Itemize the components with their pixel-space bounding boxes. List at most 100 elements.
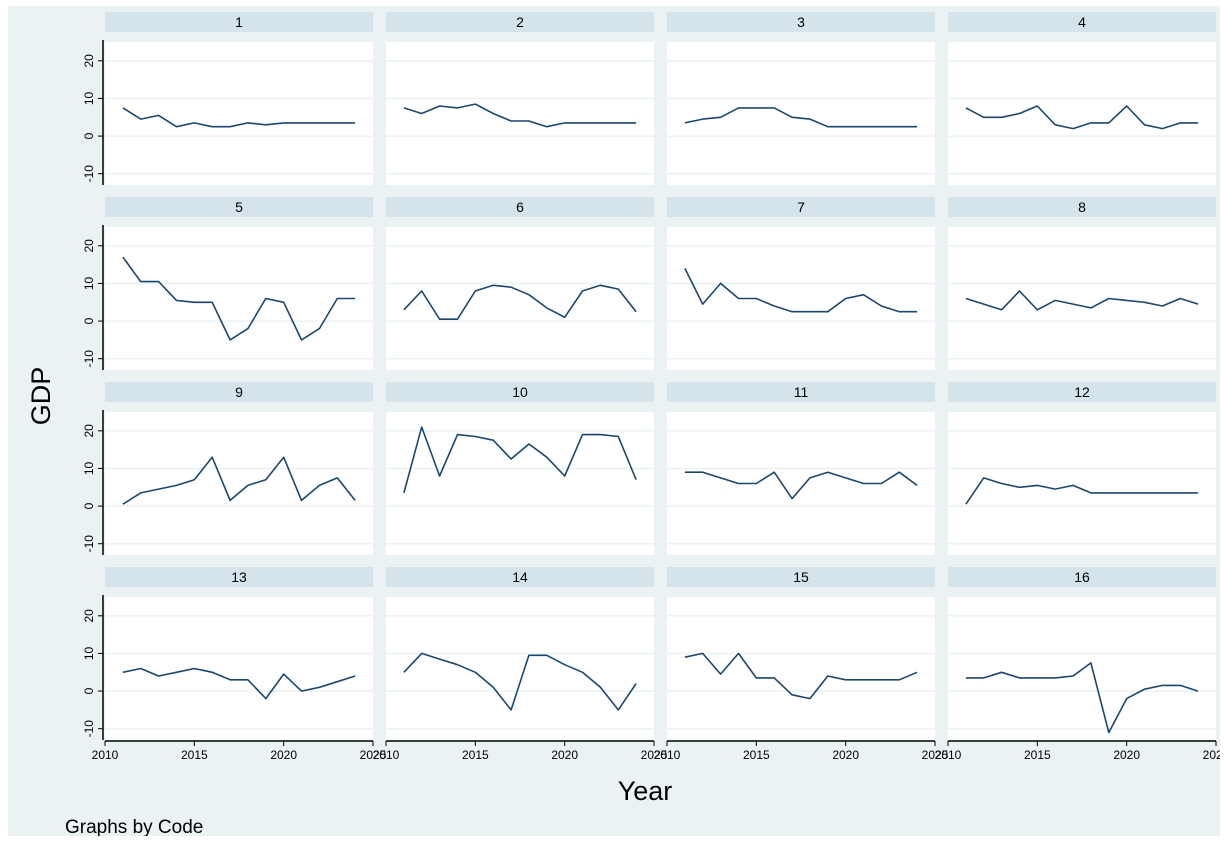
panel-title-strip <box>948 567 1216 587</box>
panel-title: 3 <box>797 14 805 30</box>
panel-title-strip <box>386 567 654 587</box>
panel-title: 1 <box>235 14 243 30</box>
x-tick-label: 2020 <box>270 748 297 762</box>
panel-title-strip <box>105 197 373 217</box>
y-tick-label: 10 <box>82 276 96 290</box>
x-tick-label: 2015 <box>181 748 208 762</box>
panel-title: 8 <box>1078 199 1086 215</box>
panel-6: 6 <box>386 197 654 370</box>
plot-area <box>948 227 1216 370</box>
panel-title: 16 <box>1074 569 1090 585</box>
panel-title: 7 <box>797 199 805 215</box>
plot-area <box>105 227 373 370</box>
y-tick-label: 20 <box>82 239 96 253</box>
panel-1: 1 -10 0 10 20 <box>82 12 373 185</box>
series-line <box>403 426 637 494</box>
series-line <box>403 284 637 321</box>
plot-area <box>667 597 935 740</box>
panel-title: 5 <box>235 199 243 215</box>
series-line <box>122 667 356 700</box>
panel-title-strip <box>105 12 373 32</box>
plot-area <box>386 227 654 370</box>
y-tick-label: 0 <box>82 687 96 694</box>
x-tick-label: 2020 <box>832 748 859 762</box>
panel-title-strip <box>105 567 373 587</box>
plot-area <box>948 412 1216 555</box>
panel-9: 9 -10 0 10 20 <box>82 382 373 555</box>
panel-title-strip <box>386 382 654 402</box>
panel-title-strip <box>386 197 654 217</box>
x-tick-label: 2025 <box>360 748 387 762</box>
panel-title: 15 <box>793 569 809 585</box>
plot-area <box>667 227 935 370</box>
panel-12: 12 <box>948 382 1216 555</box>
plot-area <box>105 597 373 740</box>
x-tick-label: 2015 <box>1024 748 1051 762</box>
panel-title-strip <box>948 382 1216 402</box>
y-tick-label: 0 <box>82 132 96 139</box>
x-tick-label: 2010 <box>654 748 681 762</box>
plot-area <box>667 412 935 555</box>
panel-title-strip <box>667 12 935 32</box>
y-tick-label: -10 <box>82 350 96 368</box>
x-tick-label: 2015 <box>743 748 770 762</box>
y-tick-label: 10 <box>82 91 96 105</box>
y-tick-label: 0 <box>82 317 96 324</box>
panel-title-strip <box>948 197 1216 217</box>
series-line <box>684 471 918 500</box>
panel-14: 14 2010 2015 2020 2025 <box>373 567 668 762</box>
y-tick-label: 10 <box>82 646 96 660</box>
series-line <box>122 107 356 128</box>
panel-title-strip <box>105 382 373 402</box>
y-tick-label: 20 <box>82 609 96 623</box>
panel-7: 7 <box>667 197 935 370</box>
x-tick-label: 2020 <box>1113 748 1140 762</box>
panel-11: 11 <box>667 382 935 555</box>
x-tick-label: 2025 <box>641 748 668 762</box>
panel-title-strip <box>667 382 935 402</box>
series-line <box>965 290 1199 311</box>
plot-area <box>386 42 654 185</box>
plot-area <box>105 42 373 185</box>
panel-5: 5 -10 0 10 20 <box>82 197 373 370</box>
x-axis-label: Year <box>618 776 673 806</box>
panel-title-strip <box>386 12 654 32</box>
series-line <box>965 477 1199 505</box>
panel-13: 13 -10 0 10 20 2010 2015 2020 2025 <box>82 567 387 762</box>
panel-title: 14 <box>512 569 528 585</box>
panel-2: 2 <box>386 12 654 185</box>
x-tick-label: 2025 <box>1203 748 1220 762</box>
panel-title: 4 <box>1078 14 1086 30</box>
x-tick-label: 2010 <box>92 748 119 762</box>
x-tick-label: 2010 <box>373 748 400 762</box>
plot-area <box>386 412 654 555</box>
series-line <box>684 652 918 700</box>
panel-title: 12 <box>1074 384 1090 400</box>
plot-area <box>386 597 654 740</box>
y-axis-label: GDP <box>26 367 56 426</box>
panel-title: 11 <box>794 384 809 400</box>
series-line <box>965 662 1199 734</box>
panel-10: 10 <box>386 382 654 555</box>
series-line <box>403 652 637 711</box>
y-tick-label: 10 <box>82 461 96 475</box>
panel-title: 6 <box>516 199 524 215</box>
panel-title: 10 <box>512 384 528 400</box>
series-line <box>684 107 918 128</box>
panel-title: 13 <box>231 569 247 585</box>
panel-8: 8 <box>948 197 1216 370</box>
y-tick-label: -10 <box>82 165 96 183</box>
panel-16: 16 2010 2015 2020 2025 <box>935 567 1220 762</box>
plot-area <box>667 42 935 185</box>
y-tick-label: -10 <box>82 535 96 553</box>
panel-title-strip <box>667 567 935 587</box>
y-tick-label: -10 <box>82 720 96 738</box>
x-tick-label: 2015 <box>462 748 489 762</box>
x-tick-label: 2025 <box>922 748 949 762</box>
chart-frame: 1 -10 0 10 20 2 3 4 5 -10 0 10 20 6 7 8 9 -10 0 10 20 10 11 12 1… <box>8 6 1220 836</box>
plot-area <box>948 42 1216 185</box>
series-line <box>965 105 1199 130</box>
panel-15: 15 2010 2015 2020 2025 <box>654 567 949 762</box>
panel-3: 3 <box>667 12 935 185</box>
